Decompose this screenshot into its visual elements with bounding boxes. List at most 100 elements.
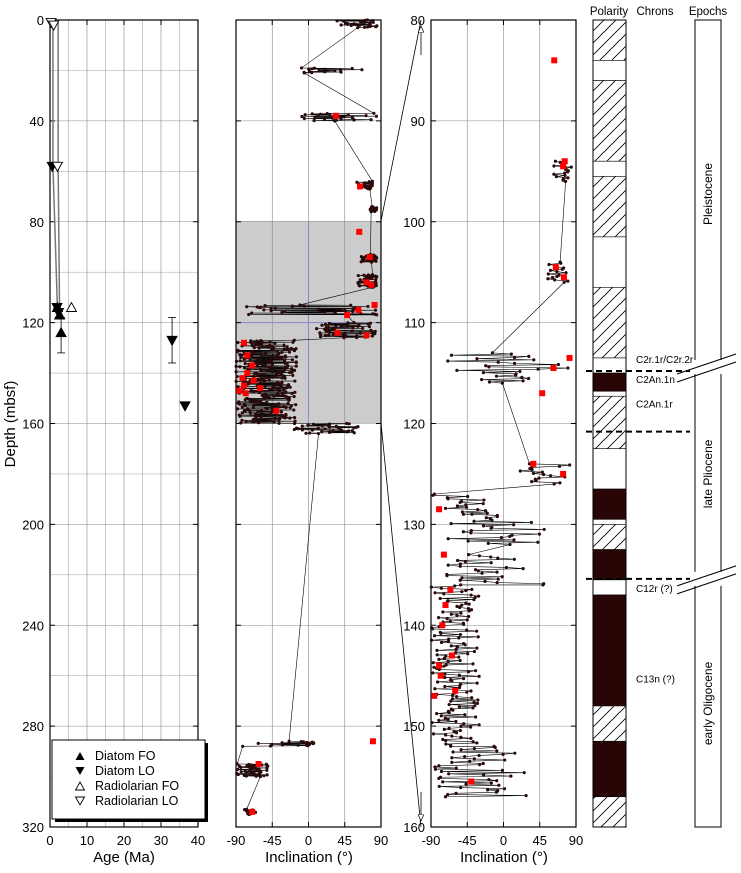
inclination-point [477,554,482,558]
inclination-point [368,24,372,29]
inclination-point [504,565,509,570]
inclination-point [255,339,259,343]
inclination-point [234,364,238,369]
inclination-point [487,380,492,384]
inclination-point [267,387,272,391]
inclination-point [487,777,491,782]
inclination-point [489,781,493,785]
inclination-point [467,609,471,613]
inclination-point [267,378,272,382]
inclination-point [266,345,271,349]
inclination-point [358,23,362,27]
inclination-point [457,686,462,690]
inclination-point [484,364,488,368]
inclination-point [534,478,538,483]
inclination-point [351,326,355,330]
inclination-point [251,405,255,409]
inclination-point [459,724,463,728]
inclination-point [512,538,516,542]
highlighted-sample [369,738,376,745]
inclination-point [234,379,238,383]
inclination-point [262,308,266,312]
depth-axis-label: Depth (mbsf) [2,381,19,468]
highlighted-sample [566,354,573,361]
inclination-point [283,361,287,365]
inclination-point [451,750,455,754]
inclination-point [495,779,499,783]
highlighted-sample [363,332,370,339]
inclination-point [300,114,304,119]
inclination-point [552,172,556,176]
inclination-point [475,646,479,650]
inclination-point [446,639,451,643]
highlighted-sample [241,339,248,346]
inclination-point [265,376,269,380]
inclination-point [521,379,525,383]
inclination-point [312,118,316,123]
inclination-point [291,373,295,378]
inclination-point [260,393,264,397]
polarity-block-uncertain [592,176,627,238]
y-tick-label: 80 [30,215,44,230]
y-tick-label: 140 [403,618,425,633]
epochs-header: Epochs [689,6,728,18]
inclination-point [320,323,324,327]
inclination-point [235,762,239,766]
polarity-block-reversed [592,519,627,525]
inclination-point [362,21,366,25]
inclination-point [465,690,469,694]
inclination-point [235,374,239,379]
inclination-point [455,368,459,372]
inclination-point [255,363,260,367]
inclination-point [273,341,277,345]
inclination-point [458,605,462,610]
inclination-point [345,324,350,328]
inclination-point [443,506,448,510]
inclination-point [442,592,446,596]
inclination-point [537,476,541,480]
inclination-point [564,271,568,275]
highlighted-sample [448,652,455,659]
inclination-trace [334,120,373,190]
inclination-point [566,279,570,283]
legend-radiolarian-fo: Radiolarian FO [95,779,179,793]
inclination-point [460,590,464,594]
inclination-point [445,573,449,578]
polarity-block-reversed [592,236,627,288]
inclination-point [497,783,501,787]
inclination-point [350,429,354,433]
inclination-point [489,561,493,565]
inclination-point [248,399,253,403]
inclination-point [483,579,487,584]
inclination-point [266,360,270,364]
inclination-point [319,335,323,339]
inclination-zoom-panel: -90 -45 0 45 90 80 90 100 110 120 130 140 150 160 Inc… [403,13,583,866]
inclination-point [351,310,355,314]
inclination-point [316,113,320,117]
inclination-point [450,756,454,760]
inclination-point [330,328,334,332]
inclination-point [553,159,558,163]
inclination-point [239,421,243,425]
inclination-point [320,424,324,428]
inclination-point [455,613,459,617]
inclination-point [552,164,556,168]
inclination-point [265,369,269,373]
inclination-point [532,358,536,362]
inclination-point [362,259,366,263]
inclination-point [455,695,459,699]
inclination-point [289,346,293,351]
inclination-point [313,116,317,120]
inclination-point [450,693,455,698]
highlighted-sample [439,622,446,629]
inclination-point [450,734,454,738]
inclination-point [454,651,458,655]
inclination-point [485,511,489,515]
inclination-point [237,402,242,406]
age-axis-label: Age (Ma) [93,849,155,866]
inclination-point [305,740,309,745]
legend-radiolarian-lo: Radiolarian LO [95,794,179,808]
inclination-point [292,415,297,420]
inclination-point [527,462,532,466]
inclination-point [464,505,469,509]
